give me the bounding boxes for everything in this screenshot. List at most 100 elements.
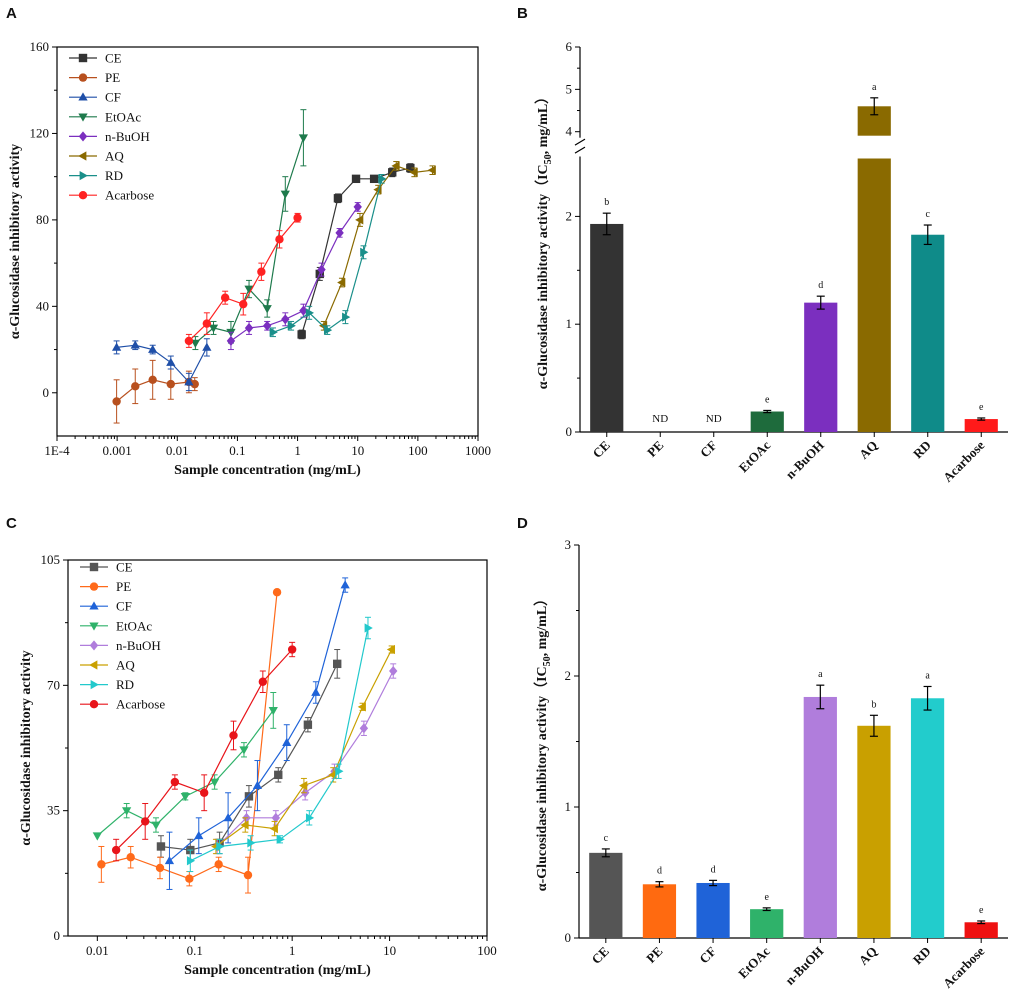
panel-b-bar-chart: 0 1 2 4 5 6 α-Glucosidase inhibitory activity（… [535, 39, 1008, 485]
legend-marker [89, 640, 99, 651]
bar-group-cf: d CF [696, 864, 730, 966]
legend-marker [78, 191, 88, 200]
series-line [116, 344, 208, 384]
legend-label: CE [116, 560, 133, 575]
series-aq [318, 161, 436, 331]
data-point [190, 379, 199, 389]
data-point [360, 247, 369, 257]
y-axis-title-main: α-Glucosidase inhibitory activity（IC [534, 666, 550, 891]
significance-label: a [818, 669, 823, 680]
y-tick-label: 0 [566, 424, 573, 439]
series-pe [112, 359, 199, 424]
series-cf [111, 338, 212, 392]
y-tick-label: 0 [54, 928, 61, 943]
legend-marker [78, 53, 88, 63]
bar-group-ce: b CE [589, 197, 624, 461]
series-n-buoh [226, 201, 362, 351]
significance-label: d [657, 866, 662, 877]
series-etoac [190, 109, 309, 351]
data-point [214, 860, 223, 869]
panel-c-scatter-chart: 0.01 0.1 1 10 100 0 35 70 105 Sample concentratio… [19, 552, 497, 978]
data-point [126, 853, 135, 862]
bar [857, 725, 891, 938]
legend-marker [89, 700, 99, 709]
category-label: PE [644, 438, 666, 460]
series-line [301, 167, 411, 335]
y-tick-label: 80 [36, 212, 49, 227]
category-label: CF [697, 437, 720, 460]
data-point [244, 285, 254, 294]
data-point [97, 860, 106, 869]
data-point [305, 308, 315, 318]
legend: CE PE CF EtOAc n-BuOH AQ RD Acarbose [69, 51, 154, 203]
data-point [305, 813, 315, 823]
bar-group-acarbose: e Acarbose [940, 402, 998, 485]
data-point [202, 342, 212, 351]
significance-label: c [604, 833, 609, 844]
y-tick-label: 2 [566, 208, 573, 223]
bar-group-aq: b AQ [856, 699, 891, 968]
data-point [122, 807, 132, 816]
data-point [333, 659, 342, 669]
x-tick-label: 0.1 [187, 943, 203, 958]
x-tick-label: 1000 [465, 443, 491, 458]
data-point [323, 325, 333, 335]
data-point [333, 194, 343, 203]
x-tick-label: 0.001 [103, 443, 132, 458]
data-point [287, 645, 297, 654]
panel-letter-d: D [517, 515, 528, 532]
series-ce [297, 163, 415, 340]
y-tick-label: 3 [565, 537, 572, 552]
y-tick-label: 5 [566, 81, 573, 96]
data-point [335, 227, 344, 238]
data-point [257, 267, 266, 276]
y-axis-title-subscript: 50 [543, 154, 554, 164]
x-tick-label: 100 [408, 443, 428, 458]
data-point [317, 264, 326, 275]
data-point [269, 327, 278, 337]
series-cf [164, 577, 350, 890]
y-tick-label: 2 [565, 668, 572, 683]
data-point [226, 335, 236, 346]
data-point [148, 344, 158, 353]
data-point [151, 821, 161, 830]
series-line [116, 379, 195, 402]
legend-marker [89, 601, 99, 610]
data-point [170, 777, 180, 787]
data-point [299, 305, 308, 316]
y-tick-label: 0 [565, 930, 572, 945]
legend-marker [89, 660, 98, 670]
data-point [357, 702, 366, 712]
significance-label: ND [652, 413, 668, 425]
data-point [184, 377, 194, 386]
data-point [355, 215, 364, 225]
data-point [281, 314, 290, 325]
legend-marker [89, 622, 99, 631]
significance-label: d [818, 280, 823, 291]
data-point [186, 856, 196, 866]
bar-group-n-buoh: a n-BuOH [782, 669, 837, 988]
bar [911, 234, 945, 432]
data-point [409, 167, 418, 177]
bar [642, 884, 677, 938]
legend-label: PE [116, 579, 131, 594]
category-label: EtOAc [735, 943, 773, 981]
bar-group-aq: a AQ [856, 82, 891, 462]
data-point [299, 780, 308, 791]
series-acarbose [111, 641, 297, 862]
data-point [185, 874, 194, 883]
legend-label: Acarbose [116, 697, 165, 712]
bar [803, 696, 837, 938]
series-aq [211, 644, 396, 855]
significance-label: ND [706, 413, 722, 425]
bar-group-rd: a RD [910, 670, 945, 967]
bar [804, 302, 838, 432]
bar-lower [857, 158, 891, 432]
category-label: AQ [856, 944, 880, 968]
legend-label: RD [105, 168, 123, 183]
data-point [268, 707, 278, 716]
bar-group-pe: ND PE [644, 413, 668, 460]
data-point [271, 812, 281, 823]
category-label: Acarbose [940, 437, 988, 485]
legend-marker [78, 92, 88, 101]
